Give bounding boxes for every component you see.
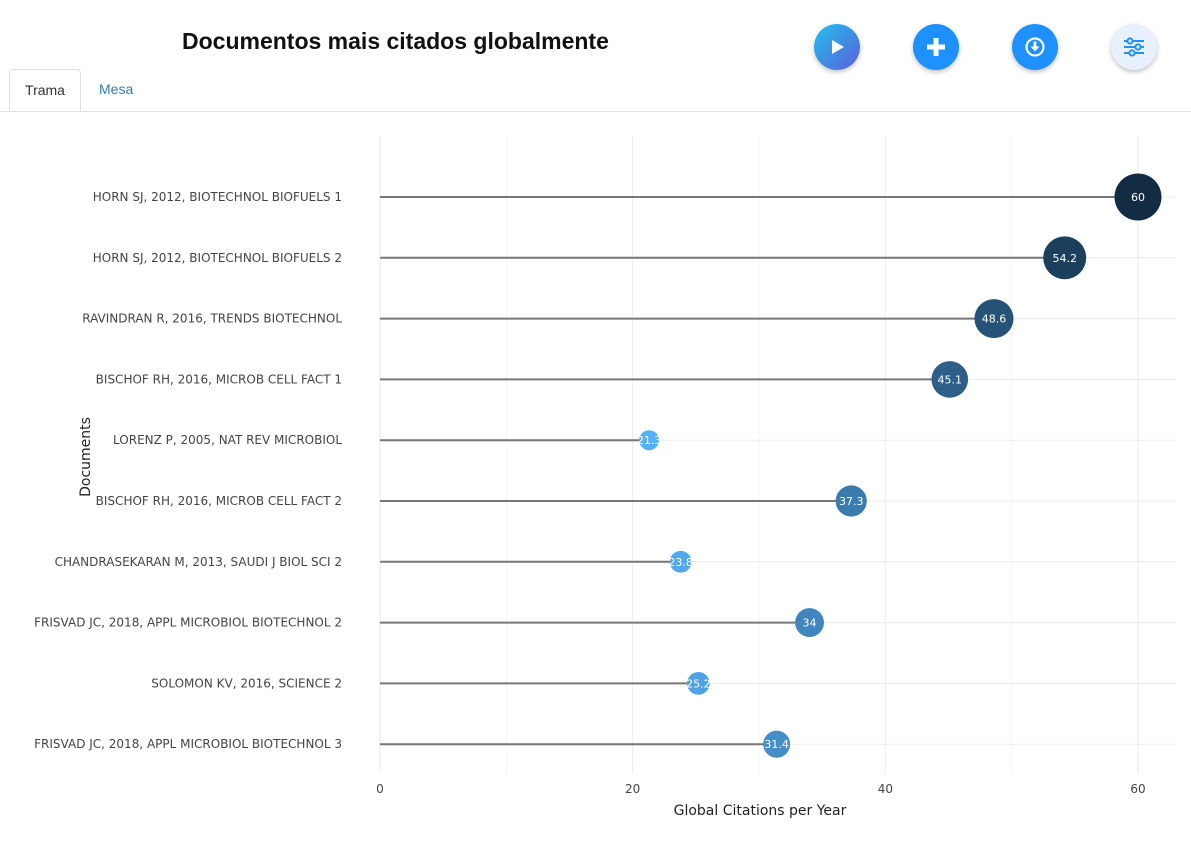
data-label: 21.3 xyxy=(637,434,662,447)
y-tick-label: SOLOMON KV, 2016, SCIENCE 2 xyxy=(151,676,342,690)
download-button[interactable] xyxy=(1012,24,1058,70)
data-label: 34 xyxy=(803,617,817,630)
data-label: 25.2 xyxy=(686,677,711,690)
y-tick-label: BISCHOF RH, 2016, MICROB CELL FACT 2 xyxy=(96,494,342,508)
data-point[interactable] xyxy=(795,608,824,638)
add-button[interactable] xyxy=(913,24,959,70)
data-point[interactable] xyxy=(686,672,710,695)
data-points: 60 54.2 48.6 45.1 21.3 37.3 23.8 34 25.2 31.4 xyxy=(637,173,1162,758)
data-point[interactable] xyxy=(835,485,867,517)
tab-mesa[interactable]: Mesa xyxy=(99,81,134,97)
page-title: Documentos mais citados globalmente xyxy=(182,28,609,54)
x-tick-labels: 0 20 40 60 xyxy=(376,782,1145,796)
data-label: 23.8 xyxy=(668,556,693,569)
data-label: 45.1 xyxy=(938,373,963,386)
x-axis-title: Global Citations per Year xyxy=(674,803,847,819)
stems xyxy=(380,196,1138,746)
data-point[interactable] xyxy=(1114,173,1162,221)
y-tick-label: FRISVAD JC, 2018, APPL MICROBIOL BIOTECH… xyxy=(34,737,342,751)
y-tick-label: BISCHOF RH, 2016, MICROB CELL FACT 1 xyxy=(96,372,342,386)
data-point[interactable] xyxy=(763,730,791,758)
x-tick-label: 60 xyxy=(1130,782,1145,796)
data-label: 31.4 xyxy=(764,738,789,751)
data-point[interactable] xyxy=(669,550,692,573)
y-tick-label: LORENZ P, 2005, NAT REV MICROBIOL xyxy=(113,433,342,447)
data-label: 48.6 xyxy=(982,313,1007,326)
sliders-icon xyxy=(1124,37,1144,57)
data-point[interactable] xyxy=(1043,236,1087,280)
y-axis-title: Documents xyxy=(78,417,94,497)
download-icon xyxy=(1025,37,1045,57)
settings-button[interactable] xyxy=(1111,24,1157,70)
data-point[interactable] xyxy=(931,361,969,398)
y-tick-label: HORN SJ, 2012, BIOTECHNOL BIOFUELS 1 xyxy=(93,190,342,204)
data-point[interactable] xyxy=(639,430,660,451)
data-label: 37.3 xyxy=(839,495,864,508)
play-icon xyxy=(832,40,844,54)
data-label: 60 xyxy=(1131,191,1145,204)
x-tick-label: 0 xyxy=(376,782,384,796)
y-tick-labels: HORN SJ, 2012, BIOTECHNOL BIOFUELS 1 HORN… xyxy=(34,190,342,751)
x-tick-label: 20 xyxy=(625,782,640,796)
data-label: 54.2 xyxy=(1052,252,1077,265)
grid-lines xyxy=(379,136,1176,774)
y-tick-label: HORN SJ, 2012, BIOTECHNOL BIOFUELS 2 xyxy=(93,251,342,265)
y-tick-label: FRISVAD JC, 2018, APPL MICROBIOL BIOTECH… xyxy=(34,616,342,630)
tab-bar: Trama Mesa xyxy=(0,69,1191,112)
play-button[interactable] xyxy=(814,24,860,70)
y-tick-label: RAVINDRAN R, 2016, TRENDS BIOTECHNOL xyxy=(82,312,342,326)
plus-icon xyxy=(927,38,945,56)
tab-trama[interactable]: Trama xyxy=(9,69,81,111)
x-tick-label: 40 xyxy=(878,782,893,796)
y-tick-label: CHANDRASEKARAN M, 2013, SAUDI J BIOL SCI… xyxy=(55,555,342,569)
data-point[interactable] xyxy=(974,299,1014,339)
